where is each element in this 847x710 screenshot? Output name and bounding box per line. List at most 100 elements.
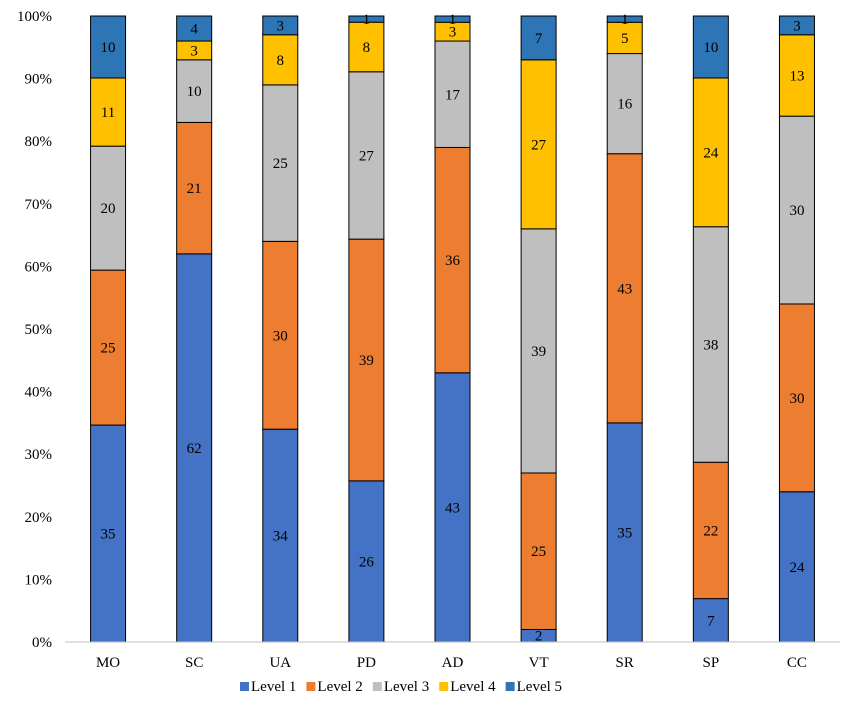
- data-label: 39: [531, 344, 546, 360]
- bar-segment: [692, 598, 729, 643]
- legend-swatch: [240, 682, 249, 691]
- legend-label: Level 4: [450, 679, 496, 695]
- bar-segment: [176, 15, 213, 42]
- x-tick-label: CC: [787, 655, 807, 671]
- bar-segment: [262, 84, 299, 242]
- bar-segment: [262, 240, 299, 430]
- bar-segment: [692, 77, 729, 228]
- data-label: 8: [277, 53, 285, 69]
- data-label: 17: [445, 87, 461, 103]
- data-label: 3: [449, 25, 457, 41]
- data-label: 10: [101, 40, 116, 56]
- y-axis-labels: 0% 10% 20% 30% 40% 50% 60% 70% 80% 90% 100%: [17, 9, 52, 651]
- data-label: 22: [703, 523, 718, 539]
- data-label: 1: [449, 12, 457, 28]
- bar-segment: [434, 40, 471, 148]
- bar-segment: [520, 15, 557, 61]
- data-label: 10: [187, 84, 202, 100]
- bar-segment: [778, 303, 815, 493]
- data-label: 13: [789, 68, 804, 84]
- bar-segment: [348, 238, 385, 482]
- data-label: 26: [359, 554, 375, 570]
- legend-item: Level 1: [240, 679, 296, 695]
- bar-segment: [90, 424, 127, 643]
- y-tick-label: 40%: [25, 385, 53, 401]
- data-label: 11: [101, 105, 115, 121]
- legend-item: Level 2: [306, 679, 363, 695]
- bar-stack-cc: 24 30 30 13 3: [778, 15, 815, 643]
- bar-segment: [348, 71, 385, 240]
- data-label: 36: [445, 253, 461, 269]
- y-tick-label: 70%: [25, 197, 53, 213]
- data-label: 30: [789, 203, 804, 219]
- y-tick-label: 0%: [32, 635, 52, 651]
- data-label: 43: [617, 281, 632, 297]
- data-label: 30: [789, 391, 804, 407]
- x-tick-label: UA: [269, 655, 291, 671]
- legend-label: Level 2: [317, 679, 362, 695]
- data-label: 25: [273, 156, 288, 172]
- bar-segment: [176, 59, 213, 123]
- data-label: 34: [273, 529, 289, 545]
- bar-segment: [176, 253, 213, 643]
- data-label: 62: [187, 441, 202, 457]
- x-tick-label: AD: [442, 655, 464, 671]
- y-tick-label: 20%: [25, 510, 53, 526]
- bar-segment: [348, 15, 385, 23]
- legend-label: Level 1: [251, 679, 296, 695]
- bars: 3525201110622110343430258326392781433617…: [90, 12, 815, 645]
- bar-segment: [90, 77, 127, 147]
- data-label: 27: [359, 148, 375, 164]
- bar-segment: [262, 15, 299, 36]
- bar-segment: [606, 153, 643, 424]
- legend-item: Level 3: [372, 679, 429, 695]
- bar-segment: [176, 121, 213, 255]
- bar-stack-vt: 2 25 39 27 7: [520, 15, 557, 645]
- bar-segment: [692, 226, 729, 463]
- data-label: 3: [793, 18, 801, 34]
- x-tick-label: PD: [357, 655, 376, 671]
- bar-segment: [606, 422, 643, 643]
- data-label: 1: [621, 12, 629, 28]
- legend-item: Level 4: [439, 679, 496, 695]
- data-label: 21: [187, 181, 202, 197]
- data-label: 8: [363, 40, 371, 56]
- x-tick-label: VT: [529, 655, 549, 671]
- bar-segment: [348, 480, 385, 643]
- data-label: 43: [445, 500, 460, 516]
- x-tick-label: SR: [616, 655, 634, 671]
- bar-segment: [90, 15, 127, 79]
- legend: Level 1 Level 2 Level 3 Level 4 Level 5: [240, 679, 562, 695]
- bar-stack-sp: 7 22 38 24 10: [692, 15, 729, 643]
- x-tick-label: SP: [702, 655, 719, 671]
- bar-stack-sr: 35 43 16 5 1: [606, 12, 643, 643]
- bar-segment: [434, 146, 471, 374]
- bar-segment: [434, 372, 471, 643]
- x-tick-label: SC: [185, 655, 203, 671]
- legend-swatch: [505, 682, 515, 691]
- y-tick-label: 80%: [25, 134, 53, 150]
- legend-label: Level 3: [384, 679, 429, 695]
- y-tick-label: 10%: [25, 572, 53, 588]
- data-label: 24: [789, 560, 805, 576]
- bar-segment: [692, 15, 729, 79]
- bar-stack-ua: 34 30 25 8 3: [262, 15, 299, 643]
- bar-stack-sc: 62 21 10 3 4: [176, 15, 213, 643]
- data-label: 10: [703, 40, 718, 56]
- bar-stack-pd: 26 39 27 8 1: [348, 12, 385, 643]
- bar-segment: [606, 21, 643, 55]
- bar-stack-ad: 43 36 17 31: [434, 12, 471, 643]
- y-tick-label: 30%: [25, 447, 53, 463]
- data-label: 3: [190, 43, 198, 59]
- legend-swatch: [306, 682, 316, 691]
- bar-segment: [520, 472, 557, 630]
- data-label: 7: [535, 31, 543, 47]
- data-label: 25: [101, 341, 116, 357]
- data-label: 2: [535, 629, 543, 645]
- data-label: 25: [531, 544, 546, 560]
- data-label: 5: [621, 31, 629, 47]
- y-tick-label: 100%: [17, 9, 52, 25]
- y-tick-label: 50%: [25, 322, 53, 338]
- data-label: 4: [190, 22, 198, 38]
